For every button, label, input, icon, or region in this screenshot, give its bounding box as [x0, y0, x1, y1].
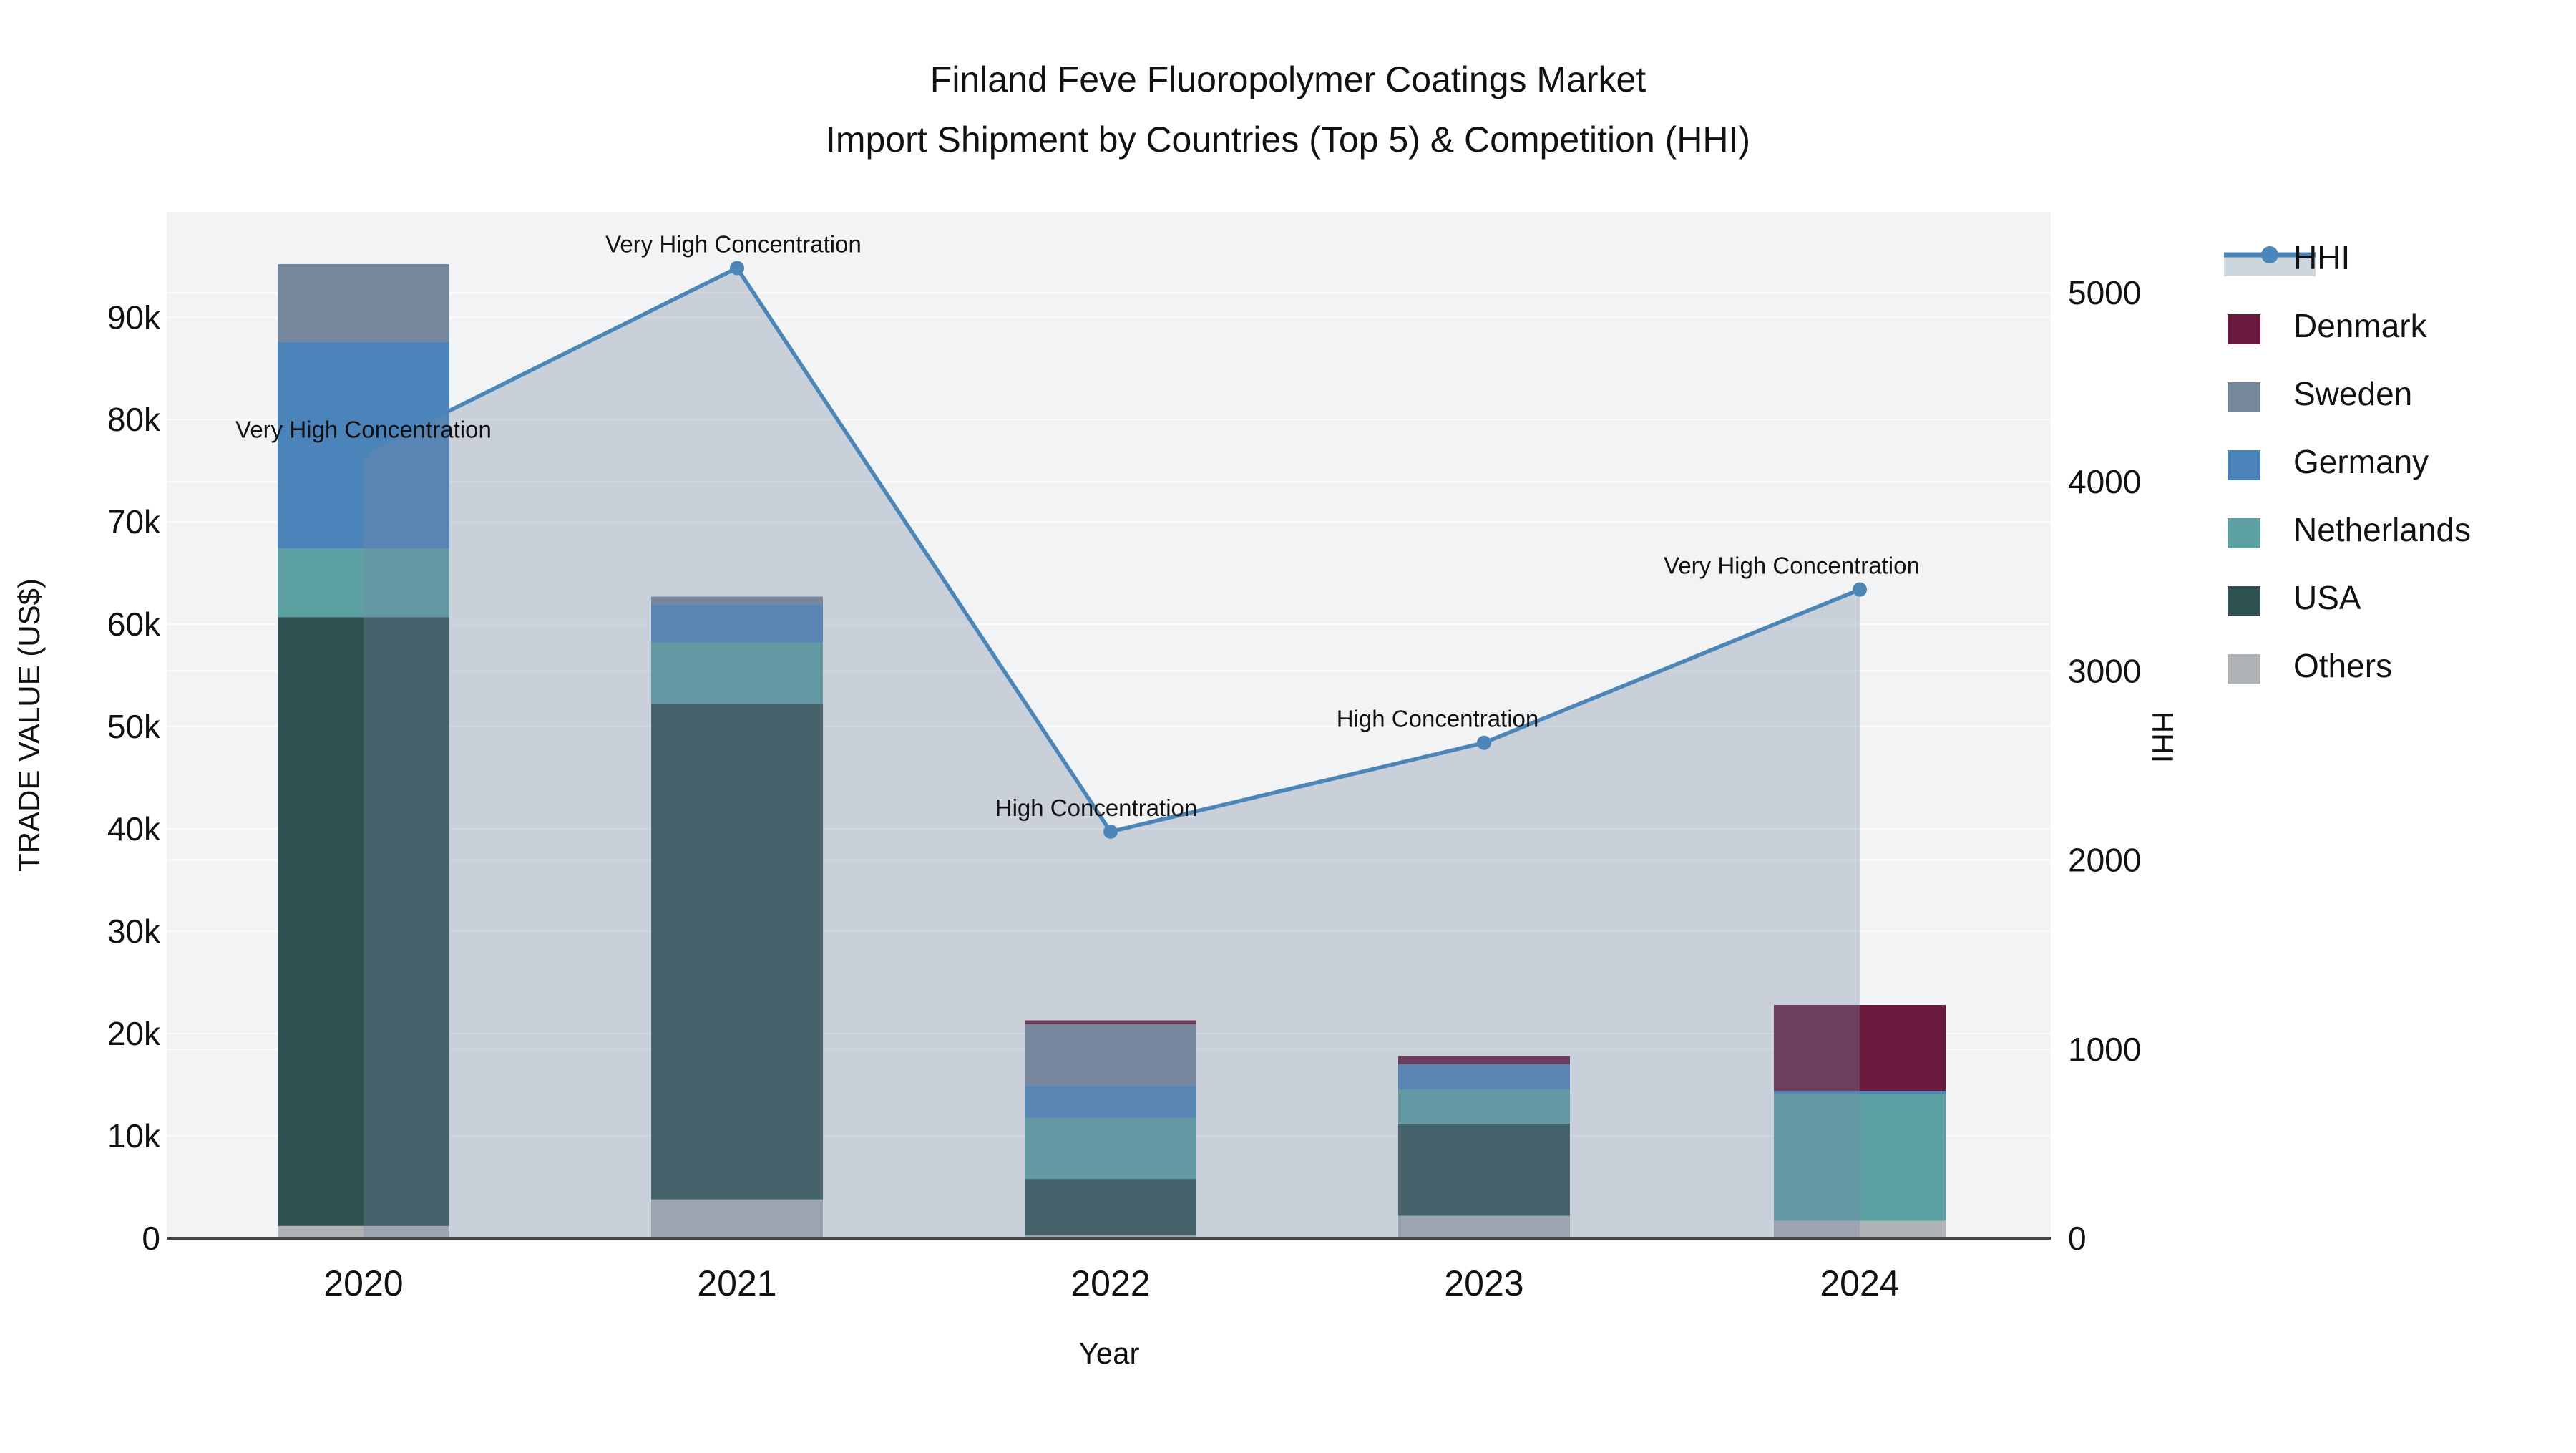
right-tick-2000: 2000 — [2068, 842, 2141, 879]
bar-segment-sweden-2022[interactable] — [1025, 1024, 1196, 1086]
legend-hhi-marker — [2261, 246, 2278, 263]
legend-label-sweden[interactable]: Sweden — [2293, 375, 2412, 412]
legend-label-germany[interactable]: Germany — [2293, 443, 2429, 480]
left-axis-title: TRADE VALUE (US$) — [12, 578, 46, 872]
x-tick-2020[interactable]: 2020 — [323, 1263, 403, 1303]
tick-labels: 0 10k 20k 30k 40k 50k 60k 70k 80k 90k 0 1000 2000 300… — [107, 274, 2142, 1303]
annotation-2020: Very High Concentration — [235, 416, 492, 442]
hhi-line — [356, 261, 1867, 839]
legend-item-netherlands[interactable]: Netherlands — [2228, 511, 2471, 548]
bar-segment-netherlands-2024[interactable] — [1774, 1094, 1946, 1221]
x-tick-2024[interactable]: 2024 — [1820, 1263, 1899, 1303]
legend-swatch-sweden — [2228, 382, 2260, 412]
x-axis-title: Year — [1079, 1336, 1140, 1370]
bar-segment-germany-2023[interactable] — [1398, 1064, 1570, 1090]
bar-segment-others-2023[interactable] — [1398, 1215, 1570, 1238]
bar-segment-others-2022[interactable] — [1025, 1235, 1196, 1238]
hhi-area-fill — [364, 268, 1860, 1239]
right-axis-title: HHI — [2146, 711, 2180, 763]
left-tick-90k: 90k — [107, 298, 161, 336]
legend-item-sweden[interactable]: Sweden — [2228, 375, 2412, 412]
left-tick-70k: 70k — [107, 503, 161, 540]
bar-segment-others-2021[interactable] — [651, 1199, 823, 1238]
legend-swatch-denmark — [2228, 314, 2260, 344]
bar-segment-netherlands-2022[interactable] — [1025, 1118, 1196, 1180]
bar-segment-netherlands-2023[interactable] — [1398, 1089, 1570, 1124]
x-tick-2022[interactable]: 2022 — [1070, 1263, 1150, 1303]
right-tick-4000: 4000 — [2068, 463, 2141, 500]
right-tick-1000: 1000 — [2068, 1031, 2141, 1068]
bar-segment-denmark-2023[interactable] — [1398, 1056, 1570, 1064]
legend-swatch-usa — [2228, 586, 2260, 616]
legend-item-usa[interactable]: USA — [2228, 579, 2361, 616]
annotations: Very High Concentration Very High Concent… — [235, 230, 1920, 820]
legend-item-germany[interactable]: Germany — [2228, 443, 2429, 480]
hhi-marker-2024[interactable] — [1853, 582, 1867, 597]
bar-segment-others-2024[interactable] — [1774, 1220, 1946, 1238]
bar-segment-denmark-2022[interactable] — [1025, 1020, 1196, 1025]
stacked-bars — [278, 263, 1946, 1238]
bar-segment-germany-2021[interactable] — [651, 605, 823, 643]
legend-swatch-germany — [2228, 450, 2260, 480]
legend-label-netherlands[interactable]: Netherlands — [2293, 511, 2471, 548]
bar-segment-netherlands-2021[interactable] — [651, 642, 823, 704]
legend-swatch-others — [2228, 654, 2260, 684]
hhi-marker-2021[interactable] — [730, 261, 744, 276]
bar-segment-germany-2022[interactable] — [1025, 1085, 1196, 1119]
left-tick-0: 0 — [142, 1220, 160, 1257]
chart-title-line2: Import Shipment by Countries (Top 5) & C… — [826, 120, 1750, 160]
right-tick-5000: 5000 — [2068, 274, 2141, 311]
hhi-marker-2020[interactable] — [356, 446, 371, 461]
hhi-marker-2023[interactable] — [1477, 735, 1491, 750]
annotation-2023: High Concentration — [1337, 706, 1539, 732]
left-tick-80k: 80k — [107, 401, 161, 438]
bar-segment-sweden-2020[interactable] — [278, 263, 449, 342]
annotation-2022: High Concentration — [995, 794, 1198, 821]
annotation-2024: Very High Concentration — [1664, 553, 1920, 579]
legend-item-hhi[interactable]: HHI — [2224, 239, 2350, 276]
left-tick-30k: 30k — [107, 913, 161, 950]
bar-segment-usa-2023[interactable] — [1398, 1123, 1570, 1216]
chart-title-line1: Finland Feve Fluoropolymer Coatings Mark… — [930, 59, 1646, 99]
legend-item-others[interactable]: Others — [2228, 647, 2392, 684]
left-tick-20k: 20k — [107, 1015, 161, 1052]
left-tick-10k: 10k — [107, 1117, 161, 1155]
bar-segment-usa-2020[interactable] — [278, 617, 449, 1226]
bar-segment-usa-2022[interactable] — [1025, 1179, 1196, 1235]
bar-segment-germany-2020[interactable] — [278, 341, 449, 549]
bar-segment-usa-2021[interactable] — [651, 704, 823, 1200]
left-tick-60k: 60k — [107, 606, 161, 643]
right-tick-3000: 3000 — [2068, 652, 2141, 689]
bar-segment-germany-2024[interactable] — [1774, 1091, 1946, 1094]
legend: HHI Denmark Sweden Germany Netherlands USA Oth… — [2224, 239, 2471, 684]
hhi-area-polygon — [364, 268, 1860, 1239]
legend-label-usa[interactable]: USA — [2293, 579, 2361, 616]
hhi-marker-2022[interactable] — [1103, 824, 1118, 839]
bar-segment-denmark-2024[interactable] — [1774, 1005, 1946, 1092]
legend-label-hhi[interactable]: HHI — [2293, 239, 2350, 276]
right-tick-0: 0 — [2068, 1220, 2087, 1257]
bar-segment-sweden-2021[interactable] — [651, 596, 823, 606]
legend-swatch-netherlands — [2228, 518, 2260, 548]
left-tick-40k: 40k — [107, 810, 161, 847]
x-tick-2021[interactable]: 2021 — [697, 1263, 776, 1303]
legend-item-denmark[interactable]: Denmark — [2228, 307, 2428, 344]
annotation-2021: Very High Concentration — [605, 230, 862, 257]
legend-label-denmark[interactable]: Denmark — [2293, 307, 2428, 344]
x-tick-2023[interactable]: 2023 — [1444, 1263, 1523, 1303]
bar-segment-others-2020[interactable] — [278, 1225, 449, 1238]
left-tick-50k: 50k — [107, 708, 161, 745]
legend-label-others[interactable]: Others — [2293, 647, 2392, 684]
bar-segment-netherlands-2020[interactable] — [278, 548, 449, 618]
